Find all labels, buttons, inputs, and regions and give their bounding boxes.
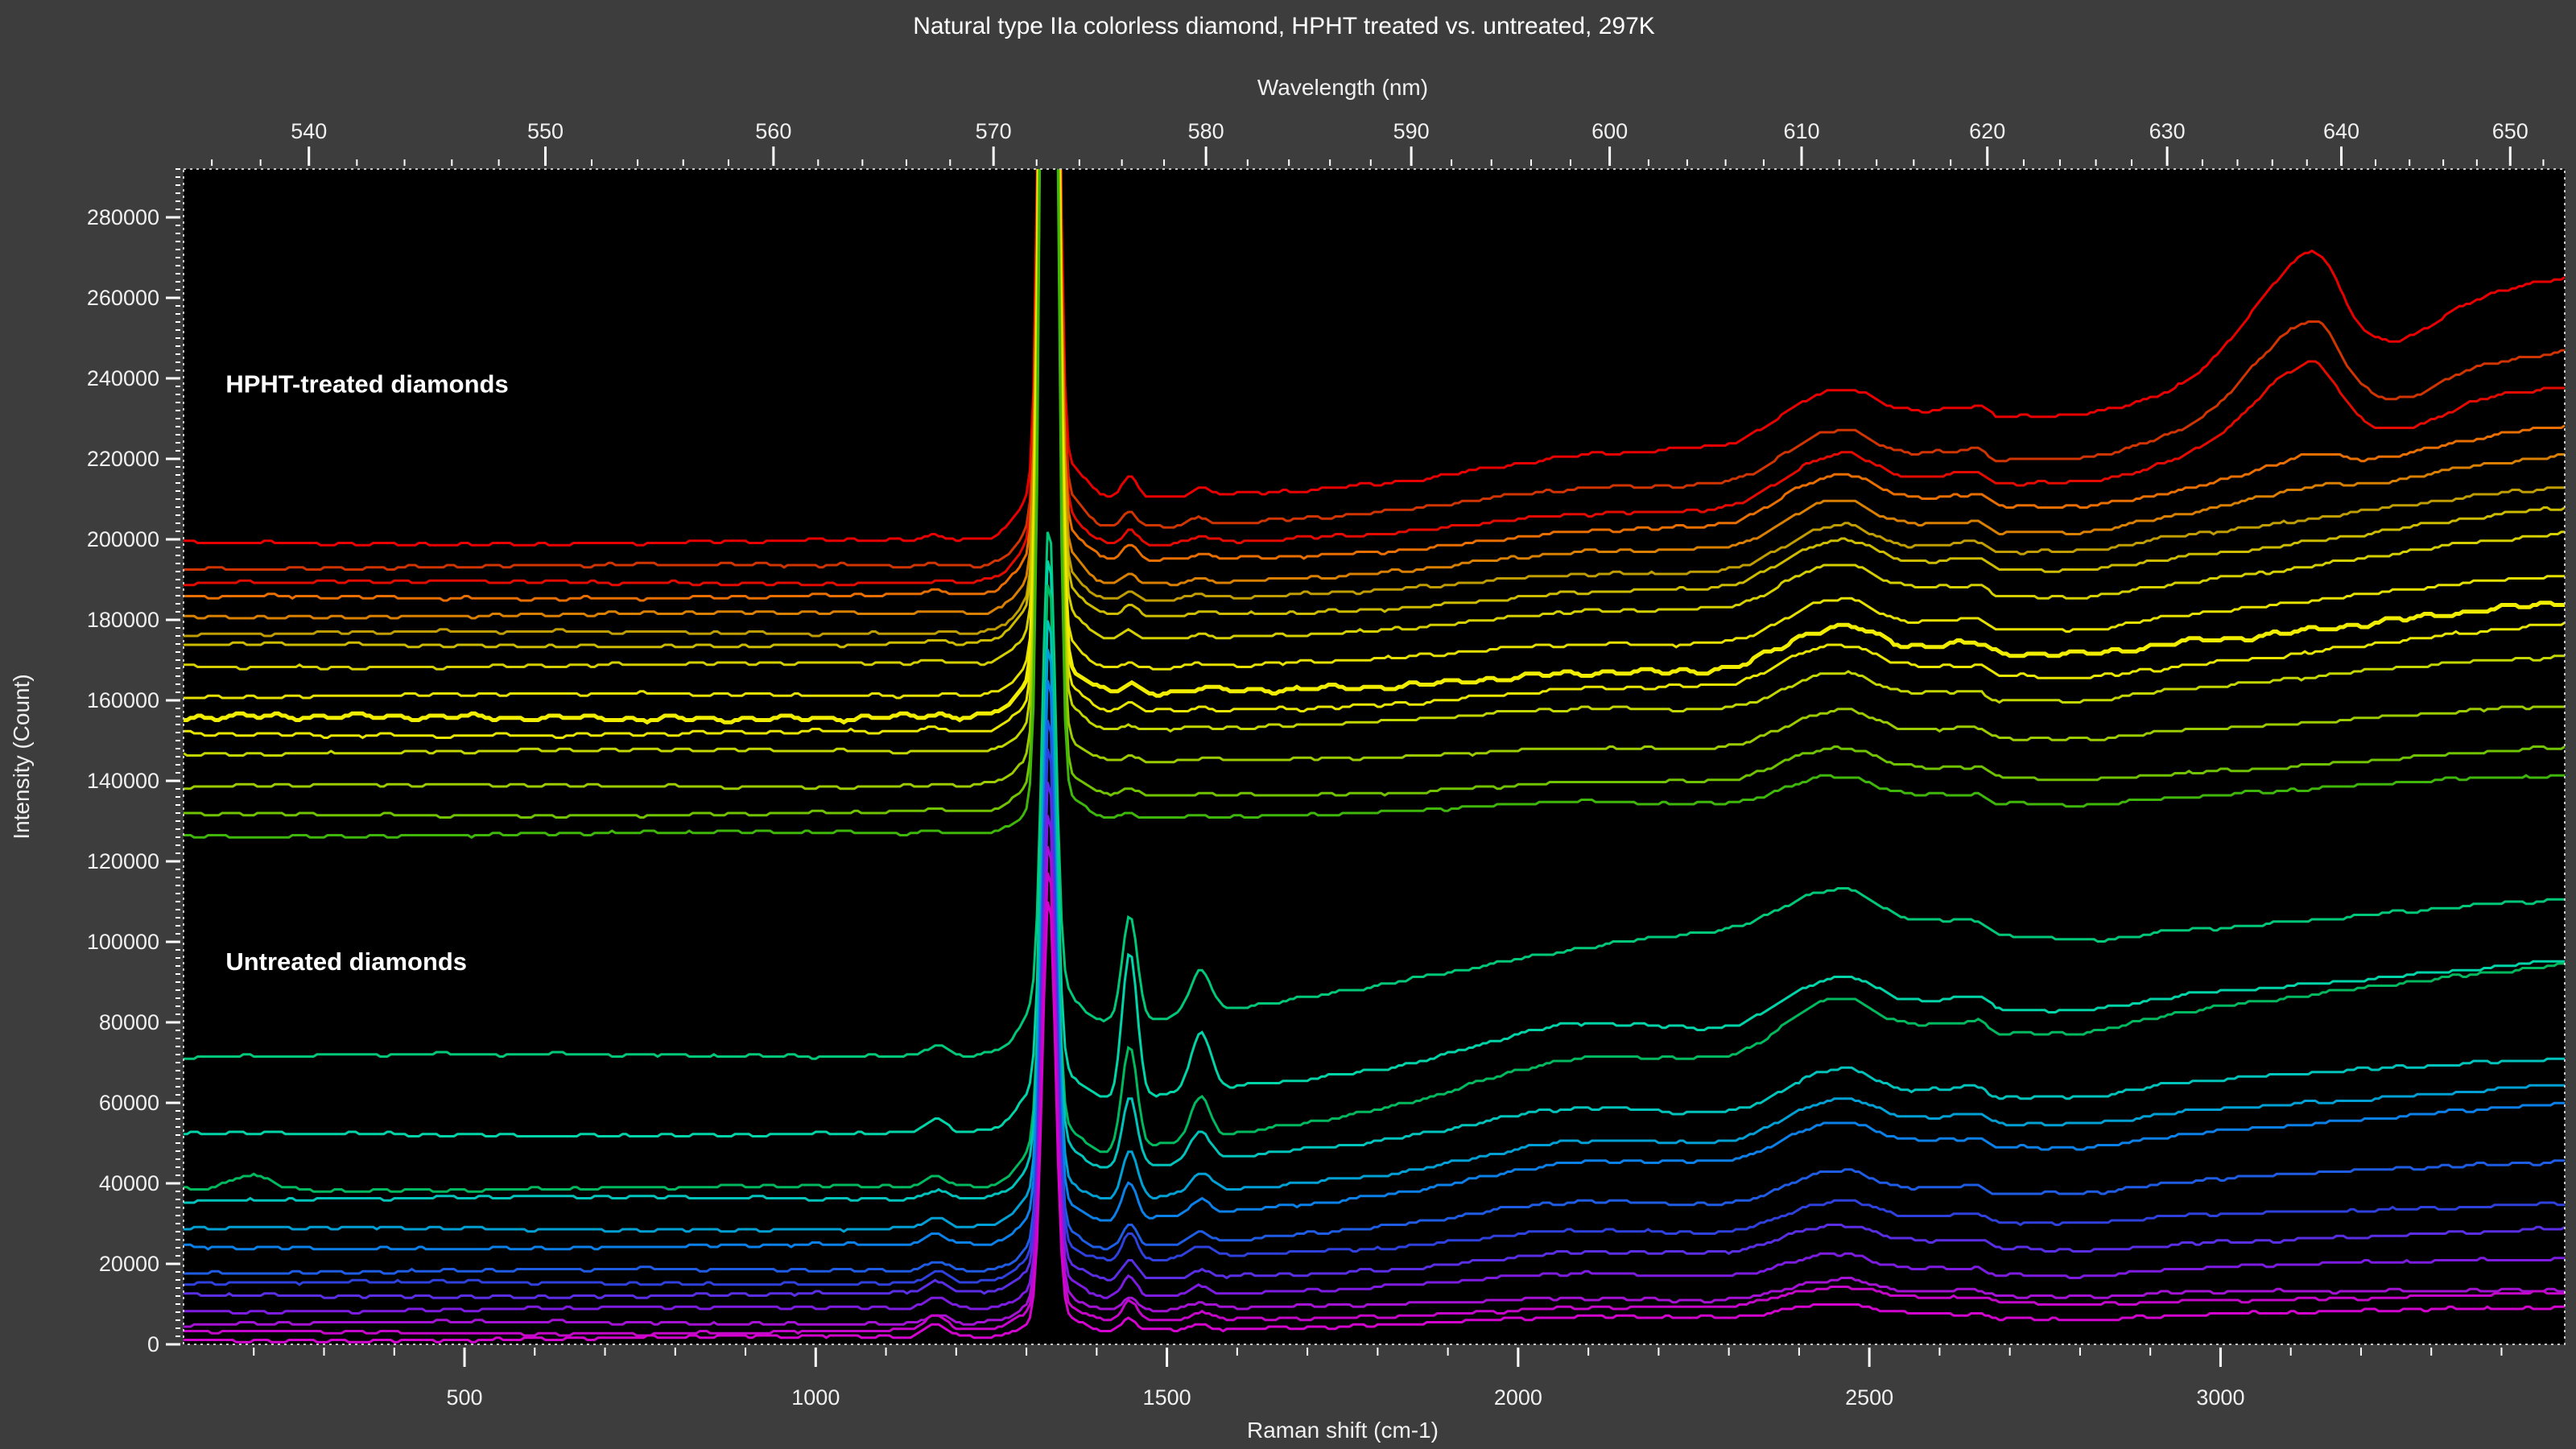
wavelength-tick-label: 550 <box>527 119 564 143</box>
group-label-hpht: HPHT-treated diamonds <box>225 370 508 398</box>
wavelength-tick-label: 630 <box>2149 119 2186 143</box>
y-tick-label: 0 <box>147 1332 159 1356</box>
y-tick-label: 20000 <box>99 1252 159 1276</box>
wavelength-tick-label: 610 <box>1783 119 1819 143</box>
top-axis-label: Wavelength (nm) <box>1257 75 1428 100</box>
y-tick-label: 60000 <box>99 1091 159 1115</box>
x-tick-label: 1500 <box>1143 1385 1191 1410</box>
y-tick-label: 120000 <box>87 849 159 873</box>
wavelength-tick-label: 560 <box>755 119 791 143</box>
y-tick-label: 260000 <box>87 286 159 310</box>
y-tick-label: 100000 <box>87 930 159 954</box>
y-tick-label: 140000 <box>87 769 159 793</box>
y-tick-label: 80000 <box>99 1010 159 1034</box>
chart-title: Natural type IIa colorless diamond, HPHT… <box>913 13 1655 39</box>
wavelength-tick-label: 600 <box>1591 119 1628 143</box>
x-tick-label: 1000 <box>791 1385 840 1410</box>
y-tick-label: 280000 <box>87 205 159 229</box>
y-tick-label: 40000 <box>99 1171 159 1195</box>
y-axis-label: Intensity (Count) <box>9 674 34 839</box>
raman-spectra-chart: 500 1000 1500 2000 2500 3000 540 550 560 570 580 59… <box>0 0 2576 1449</box>
wavelength-tick-label: 640 <box>2323 119 2359 143</box>
y-tick-label: 180000 <box>87 608 159 632</box>
y-tick-label: 240000 <box>87 366 159 390</box>
wavelength-tick-label: 650 <box>2492 119 2529 143</box>
x-axis-label: Raman shift (cm-1) <box>1247 1418 1439 1443</box>
x-tick-label: 3000 <box>2196 1385 2244 1410</box>
x-tick-label: 2500 <box>1845 1385 1893 1410</box>
wavelength-tick-label: 570 <box>976 119 1012 143</box>
y-tick-label: 200000 <box>87 527 159 551</box>
wavelength-tick-label: 620 <box>1969 119 2005 143</box>
x-tick-label: 500 <box>446 1385 482 1410</box>
wavelength-tick-label: 590 <box>1393 119 1430 143</box>
y-tick-label: 160000 <box>87 688 159 712</box>
wavelength-tick-label: 540 <box>291 119 327 143</box>
group-label-untreated: Untreated diamonds <box>225 947 467 976</box>
y-tick-label: 220000 <box>87 447 159 471</box>
wavelength-tick-label: 580 <box>1188 119 1224 143</box>
x-tick-label: 2000 <box>1494 1385 1542 1410</box>
